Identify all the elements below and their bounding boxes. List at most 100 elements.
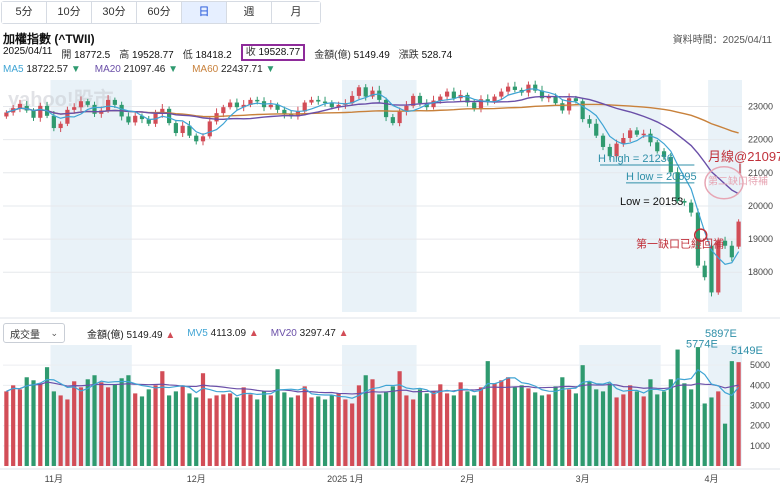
candle-42 [289, 114, 294, 117]
volume-bar-36 [248, 394, 253, 466]
candle-74 [505, 86, 511, 92]
interval-tabs: 5分 10分 30分 60分日週月 [1, 1, 321, 24]
candle-34 [234, 102, 240, 108]
candle-87 [594, 123, 599, 136]
candle-55 [377, 90, 382, 100]
volume-bar-14 [99, 382, 104, 466]
price-tick-2: 20000 [748, 201, 773, 211]
tab-1[interactable]: 10分 [47, 2, 92, 23]
candle-65 [444, 91, 450, 97]
volume-bar-104 [709, 397, 714, 466]
price-tick-4: 22000 [748, 135, 773, 145]
x-tick-5: 4月 [704, 474, 718, 484]
volume-tick-1: 2000 [750, 421, 770, 431]
volume-type-select[interactable]: 成交量 ⌄ [3, 323, 65, 343]
volume-bar-87 [594, 389, 599, 466]
candle-38 [261, 101, 267, 108]
volume-bar-102 [695, 347, 701, 466]
volume-bar-17 [119, 378, 124, 466]
candle-21 [146, 119, 151, 124]
candle-43 [295, 111, 301, 117]
candle-70 [478, 99, 484, 110]
volume-bar-81 [553, 386, 558, 466]
candle-78 [533, 84, 538, 91]
x-tick-1: 12月 [187, 474, 206, 484]
volume-bar-25 [173, 391, 178, 466]
gap2-label: 第二缺口待補 [708, 174, 768, 187]
volume-bar-72 [492, 383, 497, 466]
candle-86 [587, 119, 592, 124]
volume-bar-62 [424, 393, 429, 466]
volume-bar-65 [444, 393, 450, 466]
candle-85 [580, 101, 585, 120]
gap1-label: 第一缺口已經回補 [636, 236, 724, 250]
candle-89 [607, 146, 612, 157]
ma60-line [6, 103, 739, 134]
volume-bar-71 [485, 361, 490, 466]
volume-bar-29 [200, 373, 206, 466]
candle-50 [343, 103, 348, 105]
candle-30 [207, 121, 212, 137]
volume-bar-66 [451, 395, 456, 466]
candle-69 [472, 102, 477, 110]
volume-bar-74 [505, 377, 511, 466]
volume-bar-90 [614, 397, 619, 466]
candle-3 [24, 105, 29, 111]
candle-56 [383, 99, 389, 118]
candle-31 [214, 113, 219, 122]
candle-82 [560, 103, 565, 111]
ma-legend: MA5 18722.57 ▼ MA20 21097.46 ▼ MA60 2243… [3, 64, 275, 75]
volume-bar-54 [370, 379, 375, 466]
candle-12 [85, 101, 90, 105]
candle-108 [736, 221, 741, 247]
volume-bar-12 [85, 379, 90, 466]
candle-100 [682, 200, 687, 203]
candle-57 [390, 117, 395, 124]
tab-6[interactable]: 月 [272, 2, 320, 23]
tab-5[interactable]: 週 [227, 2, 272, 23]
candle-107 [729, 245, 734, 258]
volume-bar-3 [24, 377, 29, 466]
candle-97 [661, 151, 667, 157]
volume-band-0 [50, 345, 132, 466]
tab-0[interactable]: 5分 [2, 2, 47, 23]
volume-bar-83 [567, 389, 572, 466]
quote-row: 2025/04/11 開 18772.5 高 19528.77 低 18418.… [3, 44, 452, 61]
volume-bar-100 [682, 383, 687, 466]
tab-2[interactable]: 30分 [92, 2, 137, 23]
candle-71 [485, 99, 490, 102]
candle-99 [675, 172, 680, 201]
candle-61 [417, 95, 423, 104]
volume-bar-64 [438, 384, 443, 466]
tab-4[interactable]: 日 [182, 2, 227, 23]
candle-49 [336, 104, 341, 108]
candle-7 [51, 115, 56, 129]
candle-5 [38, 105, 43, 118]
volume-amount: 金額(億) 5149.49 ▲ [87, 329, 176, 341]
candle-76 [519, 89, 524, 93]
gap2-circle [704, 165, 744, 200]
candle-58 [397, 111, 402, 124]
candle-18 [126, 116, 131, 123]
candle-66 [451, 91, 456, 99]
volume-bar-73 [499, 380, 504, 466]
candle-106 [722, 240, 728, 246]
volume-bar-51 [350, 403, 355, 466]
volume-bar-11 [78, 387, 84, 466]
volume-bar-9 [65, 399, 70, 466]
volume-bar-67 [458, 382, 463, 466]
candle-102 [695, 212, 701, 266]
candle-75 [512, 86, 517, 90]
candle-94 [641, 133, 646, 136]
price-band-0 [50, 80, 132, 312]
volume-bar-1 [11, 385, 16, 466]
price-band-1 [341, 80, 417, 312]
candle-16 [112, 99, 117, 105]
volume-bar-46 [316, 396, 321, 466]
candle-95 [648, 133, 653, 143]
candle-79 [539, 90, 545, 99]
volume-bar-69 [472, 395, 477, 466]
candle-28 [194, 135, 199, 142]
candle-105 [716, 240, 721, 293]
tab-3[interactable]: 60分 [137, 2, 182, 23]
